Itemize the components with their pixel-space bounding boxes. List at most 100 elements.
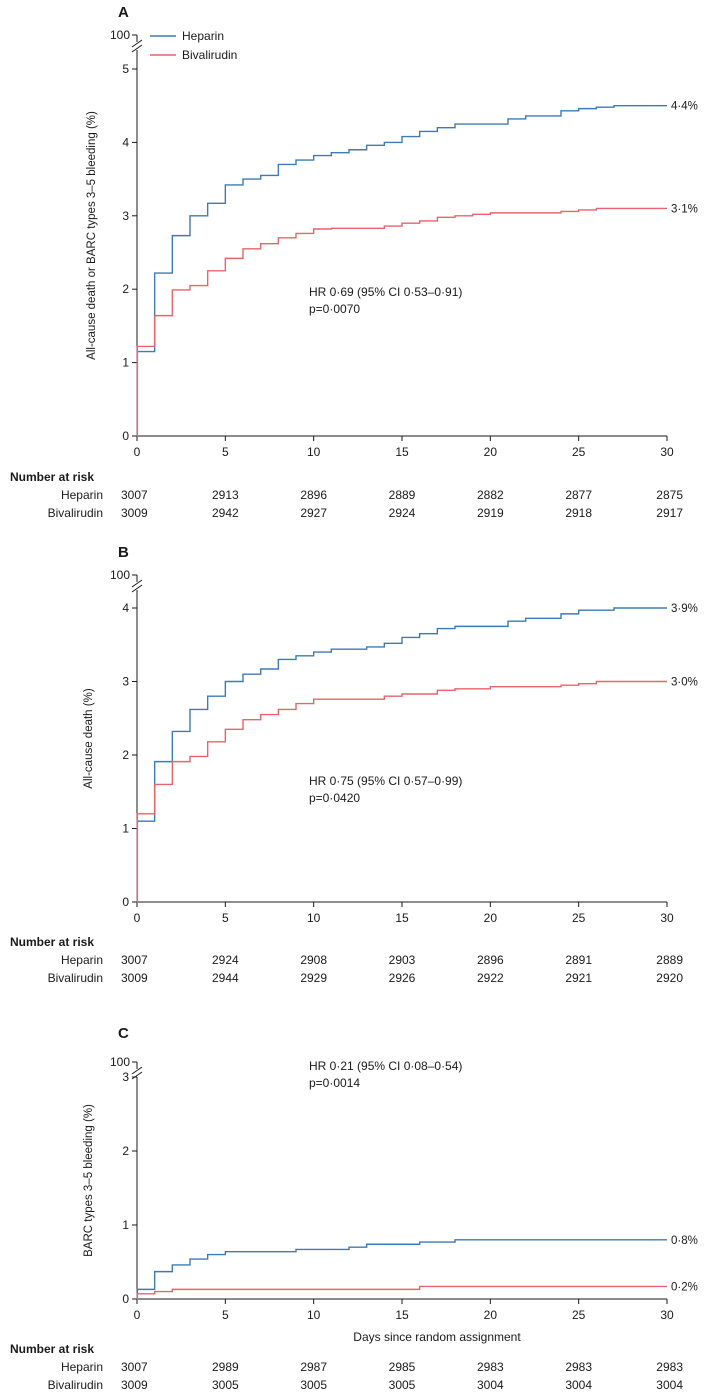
risk-value: 2983 <box>656 1360 683 1374</box>
risk-value: 2889 <box>389 488 416 502</box>
end-label-heparin: 4·4% <box>671 101 698 113</box>
risk-value: 3004 <box>656 1378 683 1392</box>
y-tick-label: 1 <box>122 1218 129 1232</box>
risk-value: 2917 <box>656 506 683 520</box>
km-curve-bivalirudin <box>136 1285 667 1300</box>
risk-value: 2944 <box>212 971 239 985</box>
x-tick-label: 30 <box>660 1308 674 1322</box>
x-tick-label: 25 <box>572 445 586 459</box>
risk-value: 2924 <box>212 953 239 967</box>
km-curve-heparin <box>136 105 667 437</box>
risk-value: 3005 <box>300 1378 327 1392</box>
y-tick-label: 2 <box>122 748 129 762</box>
risk-value: 2896 <box>477 953 504 967</box>
end-label-bivalirudin: 3·0% <box>671 677 698 689</box>
x-tick-label: 0 <box>134 1308 141 1322</box>
x-axis-label: Days since random assignment <box>353 1330 521 1344</box>
risk-value: 2983 <box>565 1360 592 1374</box>
axis-break-marks <box>131 1066 143 1080</box>
y-axis-label: BARC types 3–5 bleeding (%) <box>83 1104 95 1257</box>
y-tick-label: 0 <box>122 429 129 443</box>
y-tick-label-100: 100 <box>110 1055 130 1069</box>
legend-label-bivalirudin: Bivalirudin <box>182 48 237 62</box>
y-tick-label: 0 <box>122 895 129 909</box>
x-tick-label: 0 <box>134 911 141 925</box>
y-tick-label: 4 <box>122 601 129 615</box>
axis-break-marks <box>131 579 143 593</box>
risk-row-label-bivalirudin: Bivalirudin <box>48 1378 103 1392</box>
y-tick-label: 3 <box>122 209 129 223</box>
panel-a: A 100 0 1 2 3 4 5 0 5 10 15 20 25 30 All-cause death or… <box>10 4 698 520</box>
km-curve-heparin <box>136 1239 667 1300</box>
legend-label-heparin: Heparin <box>182 29 224 43</box>
panel-b: B 100 0 1 2 3 4 0 5 10 15 20 25 30 All-cause death (%)… <box>10 544 698 985</box>
x-tick-label: 15 <box>395 911 409 925</box>
y-tick-label: 5 <box>122 62 129 76</box>
x-tick-label: 5 <box>222 445 229 459</box>
risk-value: 2924 <box>389 506 416 520</box>
y-axis-label: All-cause death or BARC types 3–5 bleedi… <box>86 111 98 360</box>
y-tick-label: 0 <box>122 1292 129 1306</box>
risk-value: 2913 <box>212 488 239 502</box>
risk-value: 3004 <box>565 1378 592 1392</box>
y-tick-label: 3 <box>122 1070 129 1084</box>
legend: Heparin Bivalirudin <box>150 29 237 62</box>
risk-value: 2919 <box>477 506 504 520</box>
hazard-ratio-text: HR 0·69 (95% CI 0·53–0·91) <box>309 285 462 299</box>
risk-row-label-heparin: Heparin <box>61 488 103 502</box>
x-tick-label: 10 <box>307 911 321 925</box>
risk-value: 3005 <box>212 1378 239 1392</box>
risk-value: 2985 <box>389 1360 416 1374</box>
y-tick-label: 4 <box>122 135 129 149</box>
panel-letter: C <box>118 1025 129 1042</box>
risk-value: 2926 <box>389 971 416 985</box>
risk-value: 2922 <box>477 971 504 985</box>
x-tick-label: 10 <box>307 445 321 459</box>
risk-value: 2929 <box>300 971 327 985</box>
hazard-ratio-text: HR 0·75 (95% CI 0·57–0·99) <box>309 774 462 788</box>
risk-value: 3005 <box>389 1378 416 1392</box>
end-label-heparin: 0·8% <box>671 1235 698 1247</box>
risk-value: 3007 <box>121 488 148 502</box>
end-label-bivalirudin: 3·1% <box>671 203 698 215</box>
y-tick-label: 2 <box>122 1144 129 1158</box>
risk-value: 2875 <box>656 488 683 502</box>
x-tick-label: 30 <box>660 445 674 459</box>
risk-value: 2918 <box>565 506 592 520</box>
risk-value: 2927 <box>300 506 327 520</box>
risk-value: 2920 <box>656 971 683 985</box>
km-curve-heparin <box>136 607 667 903</box>
x-tick-label: 5 <box>222 1308 229 1322</box>
y-tick-label: 3 <box>122 675 129 689</box>
x-tick-label: 20 <box>484 1308 498 1322</box>
risk-value: 2908 <box>300 953 327 967</box>
hazard-ratio-text: HR 0·21 (95% CI 0·08–0·54) <box>309 1059 462 1073</box>
risk-value: 3009 <box>121 1378 148 1392</box>
x-tick-label: 20 <box>484 911 498 925</box>
p-value-text: p=0·0014 <box>309 1076 360 1090</box>
y-tick-label: 1 <box>122 356 129 370</box>
risk-value: 2983 <box>477 1360 504 1374</box>
risk-value: 2987 <box>300 1360 327 1374</box>
axis-break-marks <box>131 39 143 53</box>
km-curve-bivalirudin <box>136 680 667 903</box>
panel-letter: A <box>118 4 129 21</box>
risk-value: 2891 <box>565 953 592 967</box>
risk-value: 3009 <box>121 971 148 985</box>
risk-row-label-bivalirudin: Bivalirudin <box>48 506 103 520</box>
x-tick-label: 15 <box>395 1308 409 1322</box>
p-value-text: p=0·0420 <box>309 791 360 805</box>
risk-table-title: Number at risk <box>10 470 94 484</box>
end-label-bivalirudin: 0·2% <box>671 1281 698 1293</box>
y-tick-label-100: 100 <box>110 28 130 42</box>
panel-letter: B <box>118 544 129 561</box>
y-tick-label-100: 100 <box>110 568 130 582</box>
risk-value: 2889 <box>656 953 683 967</box>
risk-value: 2921 <box>565 971 592 985</box>
risk-value: 3009 <box>121 506 148 520</box>
risk-value: 2903 <box>389 953 416 967</box>
risk-value: 3007 <box>121 1360 148 1374</box>
y-tick-label: 2 <box>122 282 129 296</box>
